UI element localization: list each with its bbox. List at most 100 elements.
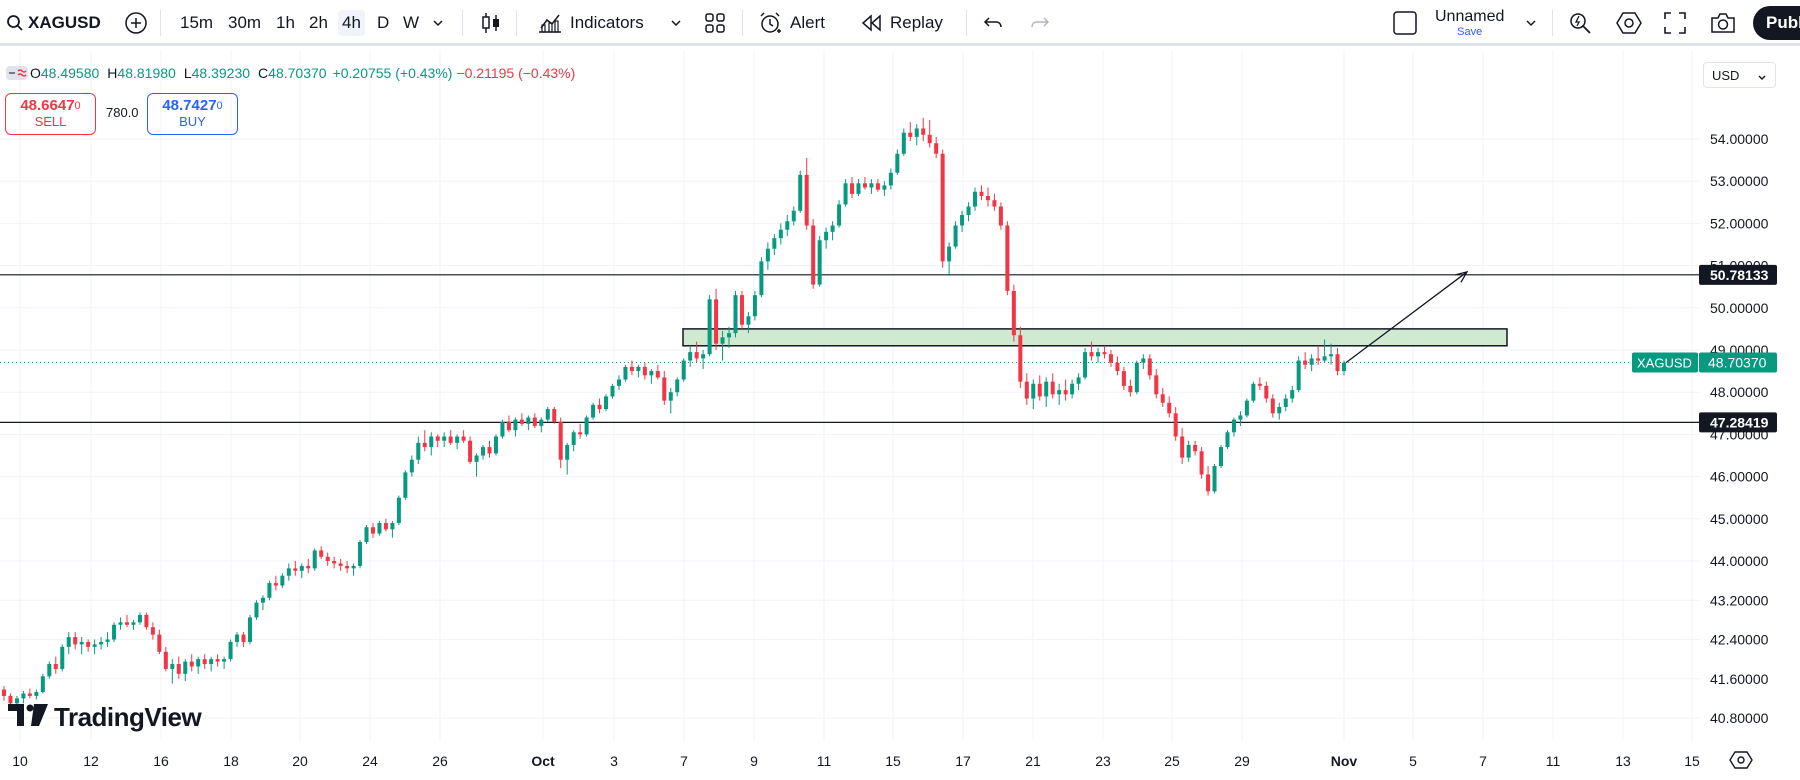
candle-body [1257, 383, 1262, 386]
layout-name-button[interactable]: Unnamed Save [1435, 0, 1504, 46]
alert-button[interactable]: Alert [758, 0, 825, 46]
chart-type-button[interactable] [480, 0, 502, 46]
indicators-button[interactable]: Indicators [538, 0, 644, 46]
time-tick-label: 25 [1164, 753, 1180, 769]
candle-body [370, 527, 375, 534]
compare-symbol-button[interactable] [124, 0, 148, 46]
layout-dropdown[interactable] [1525, 0, 1537, 46]
candle-body [1270, 398, 1275, 414]
price-tick-label: 46.00000 [1710, 469, 1769, 485]
fullscreen-button[interactable] [1664, 0, 1686, 46]
indicators-dropdown[interactable] [670, 0, 682, 46]
chart-grid [0, 50, 1700, 740]
candle-body [209, 659, 214, 665]
time-tick-label: 11 [1546, 753, 1561, 769]
candle-body [597, 404, 602, 410]
candle-body [1199, 451, 1204, 475]
symbol-pill[interactable] [6, 66, 28, 80]
candle-body [1128, 385, 1133, 393]
interval-2h[interactable]: 2h [309, 13, 328, 32]
candle-body [183, 661, 188, 674]
candle-body [332, 561, 337, 564]
candle-body [189, 661, 194, 667]
candle-body [1076, 377, 1081, 384]
candle-body [817, 240, 822, 285]
candle-body [642, 366, 647, 376]
candle-body [73, 637, 78, 645]
candle-body [1231, 419, 1236, 433]
candle-body [319, 550, 324, 557]
candle-body [66, 637, 71, 647]
candle-body [843, 183, 848, 205]
checkbox-icon [1393, 11, 1417, 35]
price-tick-label: 42.40000 [1710, 632, 1769, 648]
candle-body [86, 641, 91, 647]
toolbar-divider [516, 10, 517, 36]
sell-price-sup: 0 [74, 100, 81, 112]
interval-15m[interactable]: 15m [180, 13, 214, 32]
candle-body [1018, 335, 1023, 382]
candle-body [927, 134, 932, 144]
replay-button[interactable]: Replay [860, 0, 943, 46]
interval-w[interactable]: W [403, 13, 420, 32]
candle-body [131, 622, 136, 625]
interval-1h[interactable]: 1h [276, 13, 295, 32]
interval-dropdown[interactable] [432, 0, 444, 46]
candle-body [733, 295, 738, 334]
interval-30m[interactable]: 30m [228, 13, 262, 32]
publish-button[interactable]: Publi [1753, 6, 1800, 40]
buy-button[interactable]: 48.74270 BUY [147, 93, 238, 135]
candle-body [992, 200, 997, 207]
price-chart[interactable]: 54.0000053.0000052.0000051.0000050.00000… [0, 49, 1800, 780]
undo-button[interactable] [983, 0, 1003, 46]
candle-body [1264, 385, 1269, 399]
candle-body [701, 354, 706, 359]
candle-body [837, 204, 842, 226]
candle-body [79, 641, 84, 645]
currency-select[interactable]: USD [1703, 62, 1776, 88]
redo-button[interactable] [1030, 0, 1050, 46]
candle-body [1341, 362, 1347, 372]
level-price-tag [1699, 264, 1777, 285]
symbol-search[interactable]: XAGUSD [6, 0, 101, 46]
layout-save-label: Save [1457, 26, 1483, 38]
price-tick-label: 50.00000 [1710, 300, 1769, 316]
level-price-label: 47.28419 [1710, 414, 1769, 430]
sell-button[interactable]: 48.66470 SELL [5, 93, 96, 135]
quick-search-button[interactable] [1568, 0, 1592, 46]
settings-button[interactable] [1616, 0, 1642, 46]
indicators-icon [538, 12, 562, 34]
candle-body [778, 229, 783, 239]
buy-price-sup: 0 [216, 100, 223, 112]
candle-body [1102, 352, 1107, 355]
camera-icon [1710, 12, 1736, 34]
candle-body [973, 191, 978, 207]
candle-body [1121, 371, 1126, 386]
candle-body [1160, 394, 1165, 403]
publish-label: Publi [1766, 13, 1800, 32]
candle-body [468, 440, 473, 462]
symbol-name: XAGUSD [28, 13, 101, 32]
layout-checkbox[interactable] [1393, 0, 1417, 46]
interval-4h[interactable]: 4h [338, 10, 365, 36]
candle-body [124, 622, 130, 625]
open-label: O [30, 65, 41, 81]
layouts-button[interactable] [704, 0, 726, 46]
candle-body [513, 419, 518, 431]
candle-body [636, 366, 641, 372]
chevron-down-icon [1525, 17, 1537, 29]
time-tick-label: 3 [610, 753, 618, 769]
candle-body [222, 659, 227, 662]
candle-body [526, 417, 531, 424]
snapshot-button[interactable] [1710, 0, 1736, 46]
candle-body [358, 542, 363, 566]
candle-body [1057, 390, 1062, 395]
zone-rectangle [682, 328, 1508, 347]
interval-d[interactable]: D [377, 13, 390, 32]
candle-body [1044, 381, 1049, 397]
candle-body [785, 221, 790, 230]
candle-body [707, 299, 712, 355]
candle-body [14, 698, 19, 704]
candle-body [60, 646, 65, 669]
candle-body [40, 676, 45, 692]
